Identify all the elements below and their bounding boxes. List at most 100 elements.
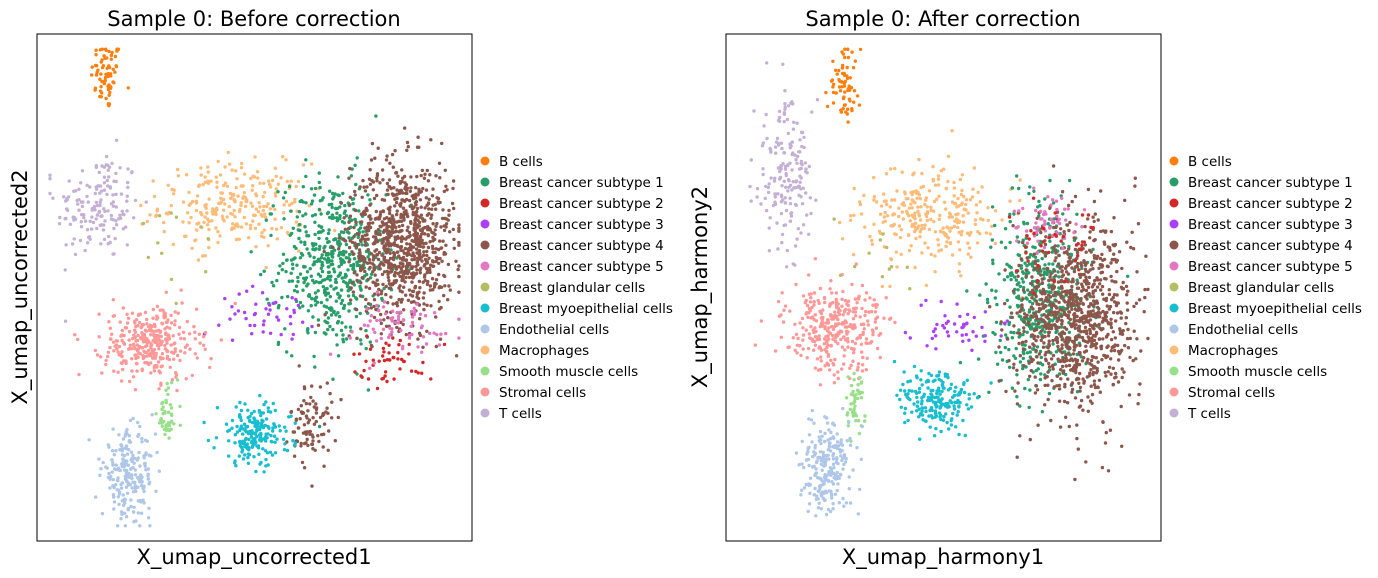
data-point <box>1109 274 1113 279</box>
data-point <box>122 454 127 458</box>
data-point <box>360 220 364 224</box>
data-point <box>879 204 884 208</box>
data-point <box>382 300 387 304</box>
data-point <box>1060 290 1064 294</box>
data-point <box>184 234 188 238</box>
data-point <box>294 297 298 302</box>
data-point <box>839 108 843 112</box>
data-point <box>1043 292 1047 296</box>
data-point <box>400 198 404 202</box>
data-point <box>65 207 69 211</box>
data-point <box>275 278 279 283</box>
data-point <box>1072 320 1076 324</box>
data-point <box>433 237 437 242</box>
data-point <box>1012 209 1016 213</box>
data-point <box>318 199 322 203</box>
data-point <box>795 161 799 165</box>
data-point <box>444 184 448 188</box>
data-point <box>321 445 325 449</box>
data-point <box>346 227 351 231</box>
data-point <box>153 352 157 356</box>
data-point <box>73 333 77 337</box>
data-point <box>264 417 269 421</box>
data-point <box>382 244 386 248</box>
data-point <box>128 343 132 347</box>
data-point <box>1082 208 1087 212</box>
data-point <box>937 194 941 198</box>
data-point <box>270 226 274 231</box>
data-point <box>106 209 110 213</box>
data-point <box>783 223 788 227</box>
data-point <box>410 258 414 262</box>
data-point <box>975 211 979 215</box>
data-point <box>1059 279 1063 283</box>
data-point <box>264 457 268 462</box>
data-point <box>422 291 426 295</box>
data-point <box>90 73 94 77</box>
data-point <box>88 219 92 223</box>
data-point <box>1087 291 1091 296</box>
data-point <box>966 241 970 245</box>
data-point <box>239 418 243 423</box>
data-point <box>786 131 790 136</box>
data-point <box>409 369 414 373</box>
data-point <box>761 167 765 171</box>
data-point <box>325 406 329 410</box>
data-point <box>1016 294 1021 298</box>
data-point <box>997 345 1001 349</box>
data-point <box>143 344 148 349</box>
data-point <box>395 301 399 305</box>
data-point <box>952 186 957 190</box>
data-point <box>221 208 226 212</box>
data-point <box>161 411 165 416</box>
data-point <box>107 175 111 179</box>
data-point <box>970 195 975 199</box>
data-point <box>294 246 298 250</box>
data-point <box>166 392 170 397</box>
data-point <box>297 222 302 227</box>
data-point <box>1057 300 1061 305</box>
data-point <box>143 310 148 315</box>
data-point <box>401 322 405 327</box>
data-point <box>368 225 373 230</box>
data-point <box>134 339 138 343</box>
data-point <box>333 439 337 443</box>
data-point <box>441 208 445 212</box>
data-point <box>1036 205 1040 209</box>
data-point <box>1054 256 1058 260</box>
data-point <box>383 370 388 374</box>
data-point <box>1015 235 1019 239</box>
data-point <box>48 177 52 181</box>
data-point <box>304 401 309 406</box>
data-point <box>426 179 431 183</box>
data-point <box>1084 344 1088 348</box>
data-point <box>1040 277 1044 281</box>
data-point <box>206 438 211 443</box>
data-point <box>952 224 957 229</box>
data-point <box>351 290 356 294</box>
data-point <box>802 135 806 140</box>
legend-item: Macrophages <box>480 343 589 359</box>
data-point <box>240 448 245 452</box>
data-point <box>1028 308 1032 312</box>
data-point <box>138 478 142 482</box>
data-point <box>319 225 323 229</box>
data-point <box>1068 358 1072 363</box>
data-point <box>1093 322 1097 326</box>
data-point <box>1081 408 1085 412</box>
data-point <box>254 469 258 474</box>
data-point <box>384 292 388 297</box>
data-point <box>294 417 299 421</box>
data-point <box>1114 371 1118 376</box>
data-point <box>227 454 231 458</box>
data-point <box>840 66 845 70</box>
data-point <box>404 293 408 297</box>
data-point <box>851 66 856 70</box>
data-point <box>215 180 219 184</box>
data-point <box>1142 310 1146 314</box>
data-point <box>400 275 404 279</box>
data-point <box>362 323 367 327</box>
data-point <box>155 341 159 345</box>
data-point <box>136 420 140 425</box>
data-point <box>967 246 972 250</box>
